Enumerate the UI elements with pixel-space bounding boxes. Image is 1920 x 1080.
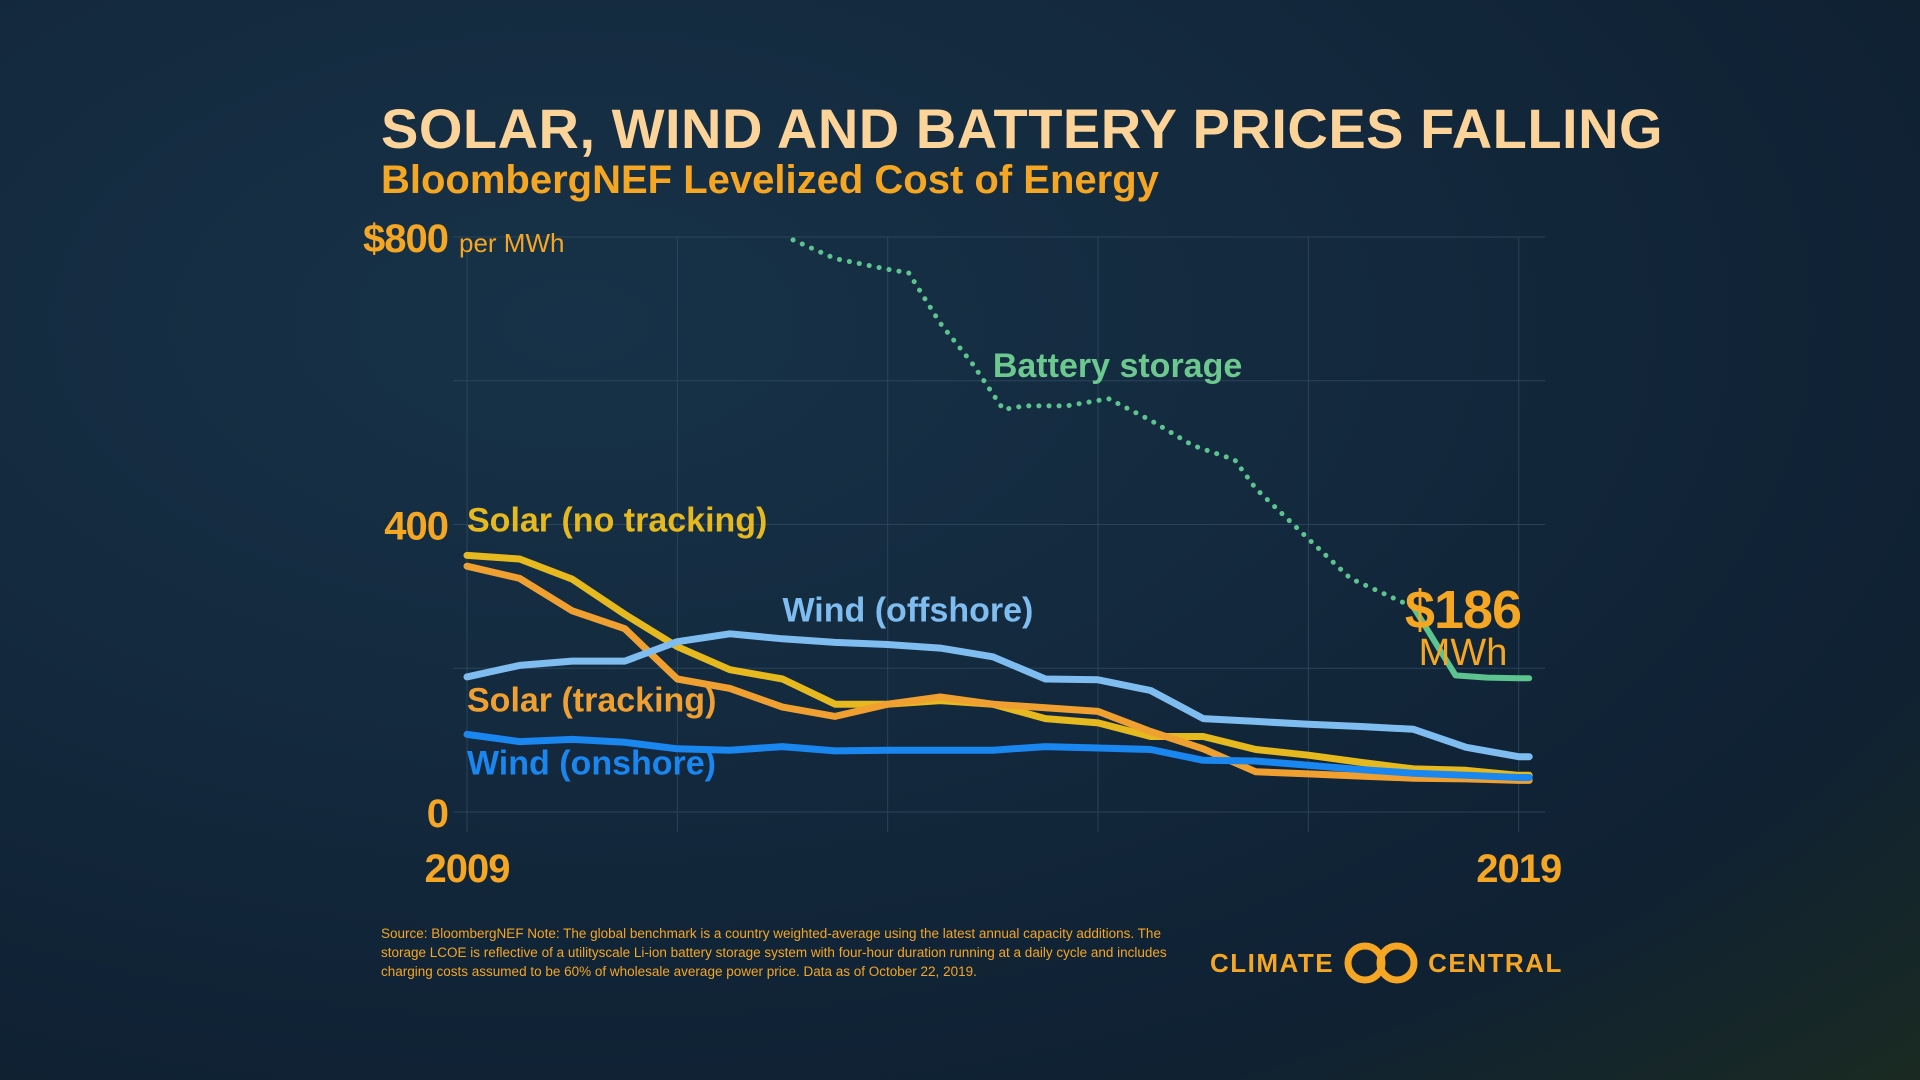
wind-offshore-line — [463, 630, 1533, 761]
x-tick-label: 2009 — [425, 847, 510, 891]
logo-rings-icon — [1344, 942, 1418, 984]
chart-title: SOLAR, WIND AND BATTERY PRICES FALLING — [381, 97, 1664, 160]
y-tick-label: 0 — [427, 792, 448, 836]
x-tick-label: 2019 — [1476, 847, 1561, 891]
chart-subtitle: BloombergNEF Levelized Cost of Energy — [381, 158, 1159, 202]
climate-central-logo: CLIMATE CENTRAL — [1210, 940, 1563, 986]
annotation-unit: MWh — [1419, 632, 1508, 674]
solar-no-tracking-line — [463, 551, 1533, 779]
battery-storage-line-solid — [1410, 604, 1533, 682]
logo-text-right: CENTRAL — [1428, 947, 1563, 978]
y-tick-label: 400 — [384, 505, 448, 549]
logo-text-left: CLIMATE — [1210, 947, 1335, 978]
annotation-value: $186 — [1405, 580, 1521, 640]
y-unit-label: per MWh — [459, 228, 564, 258]
wind-onshore-label: Wind (onshore) — [467, 745, 716, 783]
y-tick-label: $800 — [363, 217, 448, 261]
battery-storage-line-dotted — [790, 237, 1416, 610]
battery-storage-label: Battery storage — [993, 347, 1242, 385]
source-note: Source: BloombergNEF Note: The global be… — [381, 926, 1167, 979]
wind-offshore-label: Wind (offshore) — [783, 592, 1034, 630]
solar-no-tracking-label: Solar (no tracking) — [467, 502, 767, 540]
wind-onshore-line — [463, 730, 1533, 781]
solar-tracking-label: Solar (tracking) — [467, 681, 716, 719]
